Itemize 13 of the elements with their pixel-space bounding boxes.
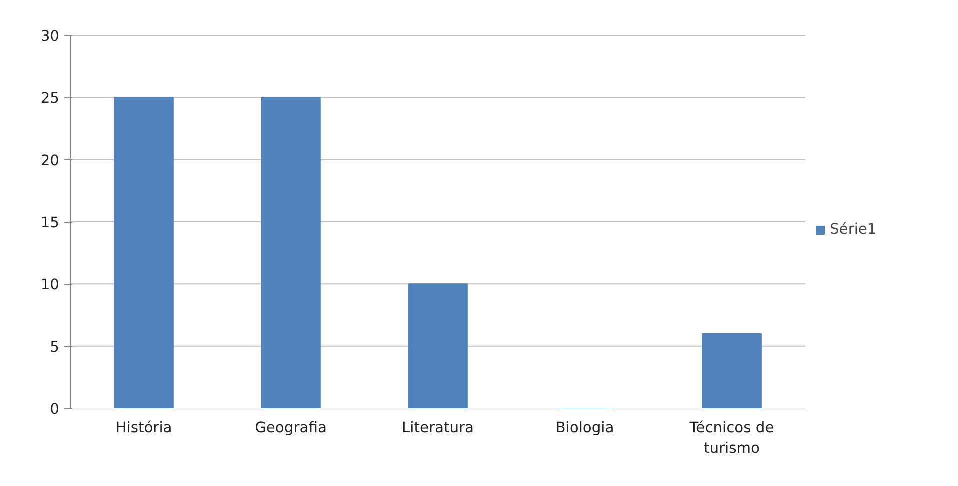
y-tick-label: 30: [40, 28, 60, 45]
x-tick-label: Literatura: [402, 420, 474, 436]
y-tick-label: 25: [40, 90, 60, 108]
y-tick-label: 5: [50, 338, 60, 356]
x-tick-label: Técnicos de turismo: [688, 420, 774, 457]
x-tick-label: Biologia: [556, 420, 614, 436]
x-tick-label: História: [116, 420, 172, 436]
y-tick-label: 10: [40, 276, 60, 294]
x-tick-label: Geografia: [255, 420, 327, 436]
legend-label: Série1: [830, 221, 877, 238]
y-tick-label: 0: [50, 401, 60, 418]
y-tick-label: 20: [40, 152, 60, 170]
y-tick-label: 15: [40, 214, 60, 232]
